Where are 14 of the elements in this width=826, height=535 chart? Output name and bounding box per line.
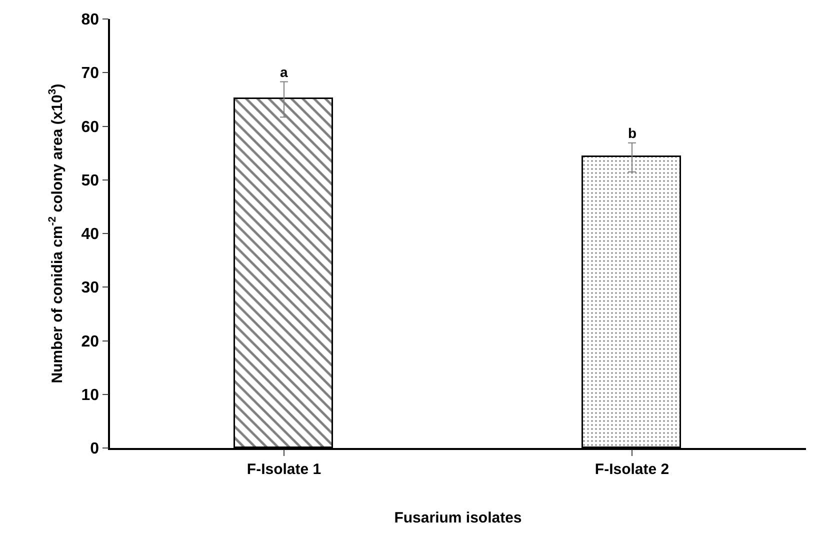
y-tick-label: 40 [81,226,100,244]
y-tick-label: 50 [81,172,100,190]
y-tick-label: 70 [81,65,100,82]
y-tick-label: 60 [81,118,100,136]
x-tick-label: F-Isolate 1 [246,460,322,478]
annotation: b [628,125,637,141]
y-tick-label: 20 [81,333,100,350]
y-tick-label: 10 [81,386,100,404]
annotation: a [280,64,288,80]
y-tick-label: 0 [90,440,100,458]
y-tick-label: 80 [81,12,100,29]
y-tick-label: 30 [81,280,100,297]
x-tick-label: F-Isolate 2 [594,460,670,478]
x-axis-title: Fusarium isolates [394,509,522,526]
